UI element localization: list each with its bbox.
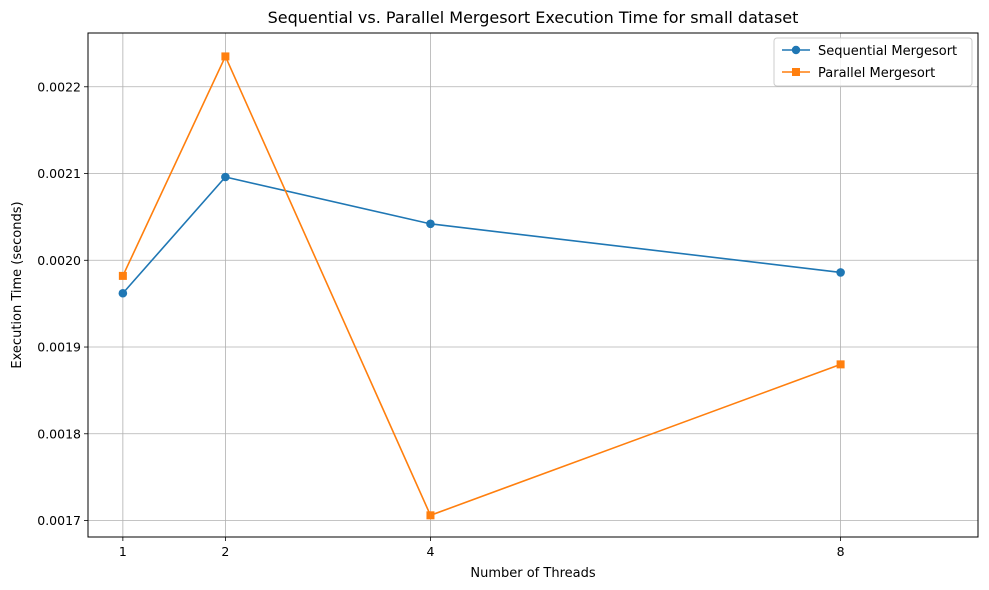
legend-label-parallel: Parallel Mergesort xyxy=(818,66,935,81)
x-tick-label: 2 xyxy=(221,544,229,559)
plot-frame xyxy=(87,32,979,538)
y-tick-label: 0.0020 xyxy=(37,253,81,268)
series-line-parallel xyxy=(122,54,841,517)
series-layer xyxy=(118,52,845,520)
data-point-parallel xyxy=(836,360,845,369)
data-point-sequential xyxy=(836,268,845,277)
x-axis-ticks: 1 2 4 8 xyxy=(119,537,845,559)
y-tick-label: 0.0019 xyxy=(37,340,81,355)
data-point-sequential xyxy=(221,172,230,182)
legend-frame xyxy=(773,37,973,87)
y-tick-label: 0.0022 xyxy=(37,79,81,94)
x-tick-label: 8 xyxy=(837,544,845,559)
grid xyxy=(88,33,978,537)
data-point-parallel xyxy=(426,511,435,520)
y-axis-label: Execution Time (seconds) xyxy=(10,201,25,368)
y-tick-label: 0.0017 xyxy=(37,513,81,528)
y-axis-ticks: 0.0017 0.0018 0.0019 0.0020 0.0021 0.0022 xyxy=(37,79,88,528)
legend-label-sequential: Sequential Mergesort xyxy=(818,44,957,59)
series-line-sequential xyxy=(122,176,841,294)
legend-marker-parallel xyxy=(792,68,800,76)
data-point-parallel xyxy=(118,271,127,280)
y-tick-label: 0.0021 xyxy=(37,166,81,181)
x-axis-label: Number of Threads xyxy=(470,566,595,581)
x-tick-label: 1 xyxy=(119,544,127,559)
y-tick-label: 0.0018 xyxy=(37,426,81,441)
legend-marker-sequential xyxy=(791,45,801,55)
x-tick-label: 4 xyxy=(426,544,434,559)
data-point-sequential xyxy=(118,288,128,298)
chart-title: Sequential vs. Parallel Mergesort Execut… xyxy=(268,8,799,27)
legend: Sequential Mergesort Parallel Mergesort xyxy=(773,37,973,87)
data-point-parallel xyxy=(221,52,230,61)
data-point-sequential xyxy=(426,219,435,229)
